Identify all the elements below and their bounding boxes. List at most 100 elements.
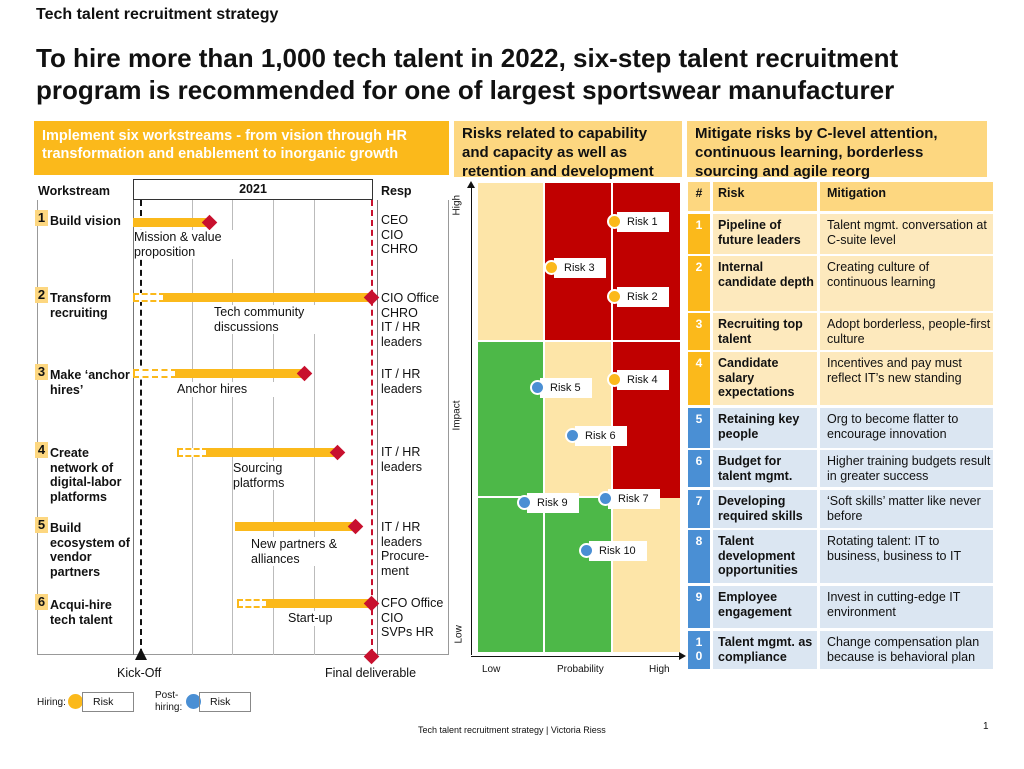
workstream-resp: CFO Office CIO SVPs HR [381, 596, 444, 639]
matrix-cell-green [478, 498, 543, 652]
matrix-cell-light [613, 498, 680, 652]
risk-number: 3 [688, 313, 710, 350]
table-row: 5 Retaining key people Org to become flatt… [688, 408, 993, 448]
workstream-name: Acqui-hire tech talent [50, 598, 113, 627]
risk-dot-icon[interactable] [598, 491, 613, 506]
table-row: 10 Talent mgmt. as compliance Change compe… [688, 631, 993, 669]
risk-dot-icon[interactable] [544, 260, 559, 275]
planned-bar [177, 448, 208, 457]
risk-name: Developing required skills [713, 490, 817, 528]
workstream-resp: CEO CIO CHRO [381, 213, 418, 256]
kickoff-line [140, 200, 142, 655]
risk-label: Risk 3 [554, 258, 606, 278]
workstream-resp: CIO Office CHRO IT / HR leaders [381, 291, 440, 349]
workstream-number: 5 [35, 517, 48, 533]
risk-number: 7 [688, 490, 710, 528]
risks-header: Risks related to capability and capacity… [454, 121, 682, 180]
page-number: 1 [983, 721, 989, 732]
y-high: High [451, 194, 463, 216]
x-axis [471, 656, 681, 657]
risk-label: Risk 7 [608, 489, 660, 509]
workstream-name: Build vision [50, 214, 121, 228]
x-axis-label: Probability [557, 664, 604, 675]
risk-dot-icon[interactable] [517, 495, 532, 510]
activity-label: Anchor hires [177, 382, 287, 397]
activity-bar [165, 293, 368, 302]
table-row: 6 Budget for talent mgmt. Higher training … [688, 450, 993, 487]
risk-mitigation: Incentives and pay must reflect IT’s new… [820, 352, 993, 405]
risk-name: Retaining key people [713, 408, 817, 448]
mitigation-header: Mitigate risks by C-level attention, con… [687, 121, 987, 180]
activity-bar [208, 448, 334, 457]
workstream-resp: IT / HR leaders [381, 445, 422, 474]
risk-mitigation: Org to become flatter to encourage innov… [820, 408, 993, 448]
risk-label: Risk 4 [617, 370, 669, 390]
activity-bar [177, 369, 301, 378]
workstream-resp: IT / HR leaders Procure-ment [381, 520, 429, 578]
risk-number: 9 [688, 586, 710, 628]
risk-number: 4 [688, 352, 710, 405]
workstream-name: Make ‘anchor hires’ [50, 368, 130, 397]
page-title: To hire more than 1,000 tech talent in 2… [36, 43, 899, 105]
risk-label: Risk 1 [617, 212, 669, 232]
legend-hiring-risk: Risk [82, 692, 134, 712]
risk-mitigation: ‘Soft skills’ matter like never before [820, 490, 993, 528]
col-year: 2021 [133, 179, 373, 200]
risk-name: Internal candidate depth [713, 256, 817, 311]
activity-label: Tech community discussions [214, 305, 324, 334]
table-header-row: # Risk Mitigation [688, 182, 993, 211]
y-axis [471, 185, 472, 655]
kicker: Tech talent recruitment strategy [36, 6, 279, 23]
table-row: 2 Internal candidate depth Creating cultur… [688, 256, 993, 311]
risk-name: Pipeline of future leaders [713, 214, 817, 254]
col-num: # [688, 182, 710, 211]
risk-mitigation: Adopt borderless, people-first culture [820, 313, 993, 350]
matrix-cell-light [478, 183, 543, 340]
matrix-cell-red [613, 183, 680, 340]
risk-dot-icon[interactable] [607, 372, 622, 387]
risk-dot-icon[interactable] [579, 543, 594, 558]
risk-mitigation: Change compensation plan because is beha… [820, 631, 993, 669]
activity-bar [235, 522, 352, 531]
risk-name: Talent mgmt. as compliance [713, 631, 817, 669]
activity-bar [133, 218, 206, 227]
planned-bar [133, 293, 165, 302]
risk-mitigation: Higher training budgets result in greate… [820, 450, 993, 487]
final-line [371, 200, 373, 655]
legend-post-risk: Risk [199, 692, 251, 712]
risk-mitigation: Rotating talent: IT to business, busines… [820, 530, 993, 583]
risk-dot-icon[interactable] [565, 428, 580, 443]
col-risk: Risk [713, 182, 817, 211]
kickoff-triangle-icon [135, 648, 147, 660]
workstream-number: 6 [35, 594, 48, 610]
legend-hiring-label: Hiring: [37, 697, 66, 708]
footer-text: Tech talent recruitment strategy | Victo… [418, 725, 606, 735]
workstream-name: Build ecosystem of vendor partners [50, 521, 130, 579]
col-resp: Resp [381, 184, 412, 198]
risk-number: 5 [688, 408, 710, 448]
matrix-cell-red [613, 342, 680, 496]
risk-number: 8 [688, 530, 710, 583]
workstreams-header: Implement six workstreams - from vision … [34, 121, 449, 175]
activity-label: Start-up [288, 611, 368, 626]
risk-label: Risk 9 [527, 493, 579, 513]
x-low: Low [482, 664, 501, 675]
activity-label: New partners & alliances [251, 537, 361, 566]
planned-bar [133, 369, 177, 378]
risk-label: Risk 5 [540, 378, 592, 398]
risk-label: Risk 10 [589, 541, 647, 561]
risk-name: Budget for talent mgmt. [713, 450, 817, 487]
workstream-resp: IT / HR leaders [381, 367, 422, 396]
table-row: 4 Candidate salary expectations Incentives… [688, 352, 993, 405]
table-row: 8 Talent development opportunities Rotatin… [688, 530, 993, 583]
risk-number: 6 [688, 450, 710, 487]
risk-label: Risk 6 [575, 426, 627, 446]
risk-dot-icon[interactable] [530, 380, 545, 395]
risk-dot-icon[interactable] [607, 214, 622, 229]
workstream-number: 3 [35, 364, 48, 380]
matrix-cell-green [478, 342, 543, 496]
risk-mitigation: Creating culture of continuous learning [820, 256, 993, 311]
table-row: 7 Developing required skills ‘Soft skills’… [688, 490, 993, 528]
legend-post-label: Post-hiring: [155, 690, 183, 713]
risk-dot-icon[interactable] [607, 289, 622, 304]
